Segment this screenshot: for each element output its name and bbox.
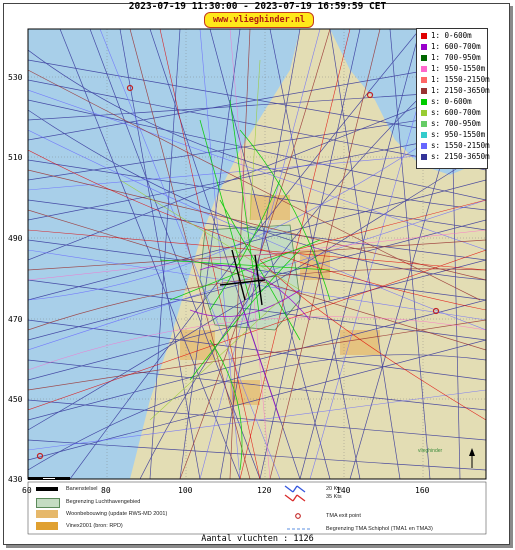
legend-swatch xyxy=(421,33,427,39)
altitude-legend: 1: 0-600m 1: 600-700m 1: 700-950m 1: 950… xyxy=(416,28,488,169)
legend-item: 1: 700-950m xyxy=(419,53,485,63)
legend-swatch xyxy=(421,121,427,127)
legend-item: 1: 2150-3650m xyxy=(419,86,485,96)
legend-item: 1: 600-700m xyxy=(419,42,485,52)
legend-swatch xyxy=(421,110,427,116)
legend-swatch xyxy=(421,143,427,149)
x-tick-label: 120 xyxy=(257,486,271,495)
y-tick-label: 490 xyxy=(8,234,22,243)
legend-item: s: 0-600m xyxy=(419,97,485,107)
y-tick-label: 430 xyxy=(8,475,22,484)
map-credit: vlieghinder xyxy=(418,448,442,454)
key-runway: Banenstelsel xyxy=(66,486,98,492)
legend-item: 1: 950-1550m xyxy=(419,64,485,74)
legend-swatch xyxy=(421,154,427,160)
legend-item: s: 700-950m xyxy=(419,119,485,129)
legend-item: s: 2150-3650m xyxy=(419,152,485,162)
y-tick-label: 450 xyxy=(8,395,22,404)
x-tick-label: 160 xyxy=(415,486,429,495)
legend-item: s: 950-1550m xyxy=(419,130,485,140)
legend-swatch xyxy=(421,44,427,50)
runway-swatch xyxy=(36,487,58,491)
y-tick-label: 470 xyxy=(8,315,22,324)
urban-patch xyxy=(340,330,380,355)
x-tick-label: 100 xyxy=(178,486,192,495)
legend-swatch xyxy=(421,99,427,105)
x-tick-label: 60 xyxy=(22,486,32,495)
key-vinex: Vinex2001 (bron: RPD) xyxy=(66,523,123,529)
airport-swatch xyxy=(36,498,60,508)
scale-bar xyxy=(28,477,138,480)
y-tick-label: 510 xyxy=(8,153,22,162)
legend-item: 1: 1550-2150m xyxy=(419,75,485,85)
key-tma-boundary: Begrenzing TMA Schiphol (TMA1 en TMA3) xyxy=(326,526,433,532)
key-airport-boundary: Begrenzing Luchthavengebied xyxy=(66,499,140,505)
legend-swatch xyxy=(421,66,427,72)
vinex-swatch xyxy=(36,522,58,530)
legend-swatch xyxy=(421,55,427,61)
legend-swatch xyxy=(421,77,427,83)
key-tma-exit: TMA exit point xyxy=(326,513,361,519)
key-wind-b: 35 Kts xyxy=(326,494,342,500)
legend-item: s: 600-700m xyxy=(419,108,485,118)
key-housing: Woonbebouwing (update RWS-MD 2001) xyxy=(66,511,167,517)
legend-item: 1: 0-600m xyxy=(419,31,485,41)
legend-item: s: 1550-2150m xyxy=(419,141,485,151)
flight-count: Aantal vluchten : 1126 xyxy=(0,534,515,544)
y-tick-label: 530 xyxy=(8,73,22,82)
key-wind-a: 20 Kts xyxy=(326,486,342,492)
x-tick-label: 80 xyxy=(101,486,111,495)
legend-swatch xyxy=(421,88,427,94)
legend-swatch xyxy=(421,132,427,138)
housing-swatch xyxy=(36,510,58,518)
